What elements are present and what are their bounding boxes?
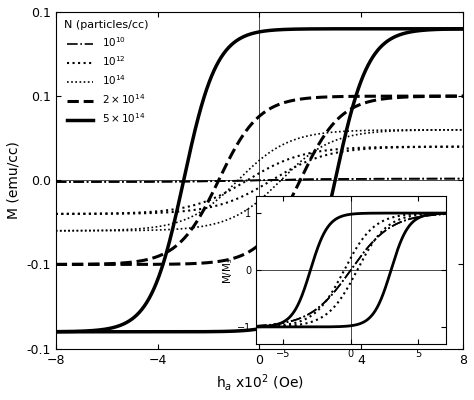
$2\times10^{14}$: [333, 94, 338, 99]
X-axis label: h$_a$ x10$^2$ (Oe): h$_a$ x10$^2$ (Oe): [216, 372, 303, 393]
$2\times10^{14}$: [378, 94, 383, 98]
Line: $10^{12}$: $10^{12}$: [56, 147, 463, 214]
$10^{10}$: [53, 180, 59, 184]
$5\times10^{14}$: [94, 328, 100, 332]
$2\times10^{14}$: [232, 146, 238, 150]
$10^{12}$: [333, 147, 338, 152]
$5\times10^{14}$: [232, 39, 238, 44]
$10^{12}$: [378, 145, 383, 150]
$2\times10^{14}$: [53, 262, 59, 267]
$10^{12}$: [460, 144, 466, 149]
$10^{10}$: [460, 176, 466, 181]
$10^{12}$: [53, 212, 59, 216]
$10^{10}$: [94, 180, 100, 184]
Legend: $10^{10}$, $10^{12}$, $10^{14}$, $2\times10^{14}$, $5\times10^{14}$: $10^{10}$, $10^{12}$, $10^{14}$, $2\time…: [61, 17, 152, 128]
$5\times10^{14}$: [460, 26, 466, 31]
$10^{12}$: [232, 185, 238, 190]
$5\times10^{14}$: [53, 329, 59, 334]
$10^{14}$: [232, 181, 238, 186]
$10^{12}$: [371, 145, 376, 150]
$2\times10^{14}$: [218, 174, 223, 179]
$10^{14}$: [378, 128, 383, 132]
$10^{10}$: [218, 179, 223, 184]
$10^{14}$: [218, 195, 223, 200]
$5\times10^{14}$: [378, 26, 383, 31]
Y-axis label: M/M$_s$: M/M$_s$: [222, 256, 236, 284]
$5\times10^{14}$: [218, 56, 223, 61]
$10^{14}$: [333, 130, 338, 134]
Line: $10^{14}$: $10^{14}$: [56, 130, 463, 231]
$10^{10}$: [371, 176, 376, 181]
$10^{10}$: [378, 176, 383, 181]
$10^{12}$: [218, 193, 223, 198]
$10^{12}$: [94, 211, 100, 216]
Y-axis label: M (emu/cc): M (emu/cc): [7, 141, 21, 219]
$10^{10}$: [232, 178, 238, 183]
Line: $5\times10^{14}$: $5\times10^{14}$: [56, 29, 463, 332]
$5\times10^{14}$: [333, 26, 338, 31]
Line: $2\times10^{14}$: $2\times10^{14}$: [56, 96, 463, 264]
$10^{10}$: [333, 177, 338, 182]
$10^{14}$: [53, 228, 59, 233]
$5\times10^{14}$: [371, 26, 376, 31]
$2\times10^{14}$: [460, 94, 466, 98]
$10^{14}$: [371, 128, 376, 133]
Line: $10^{10}$: $10^{10}$: [56, 179, 463, 182]
$2\times10^{14}$: [371, 94, 376, 99]
$2\times10^{14}$: [94, 262, 100, 266]
$10^{14}$: [94, 228, 100, 233]
$10^{14}$: [460, 128, 466, 132]
